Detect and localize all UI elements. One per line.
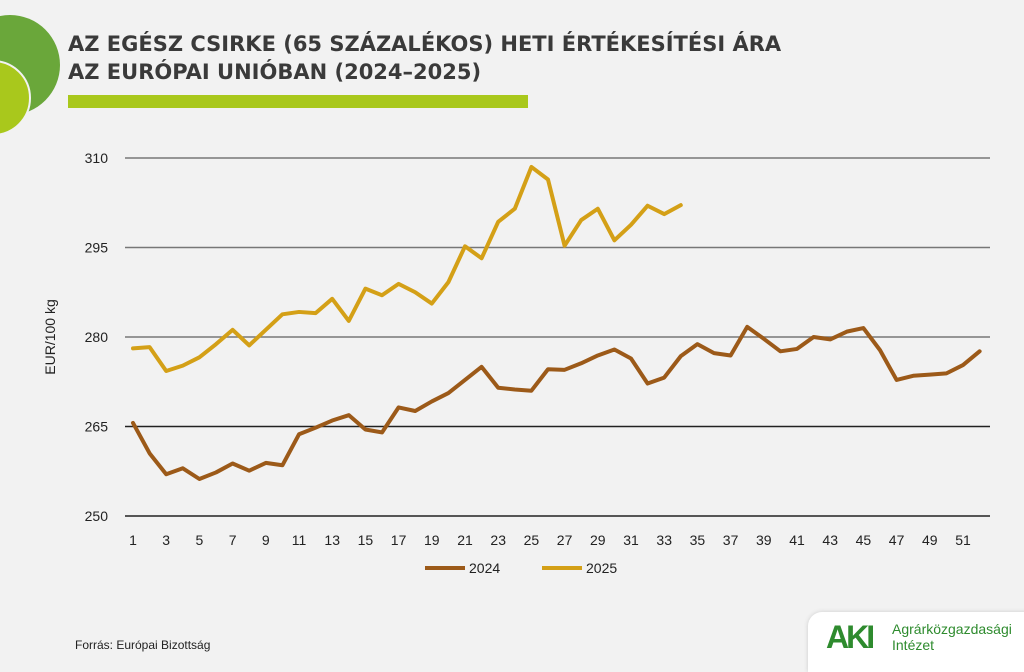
x-tick-label: 29 xyxy=(590,532,606,548)
x-tick-label: 33 xyxy=(656,532,672,548)
x-tick-label: 41 xyxy=(789,532,805,548)
legend-label-2024: 2024 xyxy=(469,560,500,576)
x-tick-label: 21 xyxy=(457,532,473,548)
aki-logo: AKI Agrárközgazdasági Intézet xyxy=(808,612,1024,672)
x-tick-label: 15 xyxy=(358,532,374,548)
y-tick-label: 295 xyxy=(85,240,109,256)
legend-label-2025: 2025 xyxy=(586,560,617,576)
chart-title: AZ EGÉSZ CSIRKE (65 SZÁZALÉKOS) HETI ÉRT… xyxy=(68,30,781,86)
y-tick-label: 265 xyxy=(85,419,109,435)
x-tick-label: 7 xyxy=(229,532,237,548)
x-tick-label: 3 xyxy=(162,532,170,548)
source-note: Forrás: Európai Bizottság xyxy=(75,638,211,652)
logo-org-name: Agrárközgazdasági Intézet xyxy=(892,621,1012,653)
title-line-2: AZ EURÓPAI UNIÓBAN (2024–2025) xyxy=(68,60,482,84)
x-tick-label: 19 xyxy=(424,532,440,548)
org-line-2: Intézet xyxy=(892,637,935,653)
title-underline-bar xyxy=(68,95,528,108)
x-tick-label: 39 xyxy=(756,532,772,548)
title-line-1: AZ EGÉSZ CSIRKE (65 SZÁZALÉKOS) HETI ÉRT… xyxy=(68,32,782,56)
x-tick-label: 11 xyxy=(292,532,307,548)
x-tick-label: 45 xyxy=(856,532,872,548)
x-tick-label: 27 xyxy=(557,532,573,548)
x-tick-label: 43 xyxy=(822,532,838,548)
x-tick-label: 31 xyxy=(623,532,639,548)
x-tick-label: 37 xyxy=(723,532,739,548)
x-tick-label: 5 xyxy=(196,532,204,548)
x-tick-label: 51 xyxy=(955,532,971,548)
series-line-2025 xyxy=(131,164,683,374)
x-tick-label: 23 xyxy=(490,532,506,548)
x-tick-label: 47 xyxy=(889,532,905,548)
y-tick-label: 310 xyxy=(85,150,109,166)
x-tick-label: 17 xyxy=(391,532,407,548)
x-tick-label: 35 xyxy=(690,532,706,548)
x-tick-label: 13 xyxy=(324,532,340,548)
y-tick-label: 250 xyxy=(85,508,109,524)
x-tick-label: 25 xyxy=(524,532,540,548)
logo-mark: AKI xyxy=(826,619,875,655)
org-line-1: Agrárközgazdasági xyxy=(892,621,1012,637)
x-tick-label: 1 xyxy=(129,532,137,548)
series-line-2024 xyxy=(131,324,982,482)
x-tick-label: 49 xyxy=(922,532,938,548)
y-axis-label: EUR/100 kg xyxy=(42,299,58,374)
y-tick-label: 280 xyxy=(85,329,109,345)
x-tick-label: 9 xyxy=(262,532,270,548)
